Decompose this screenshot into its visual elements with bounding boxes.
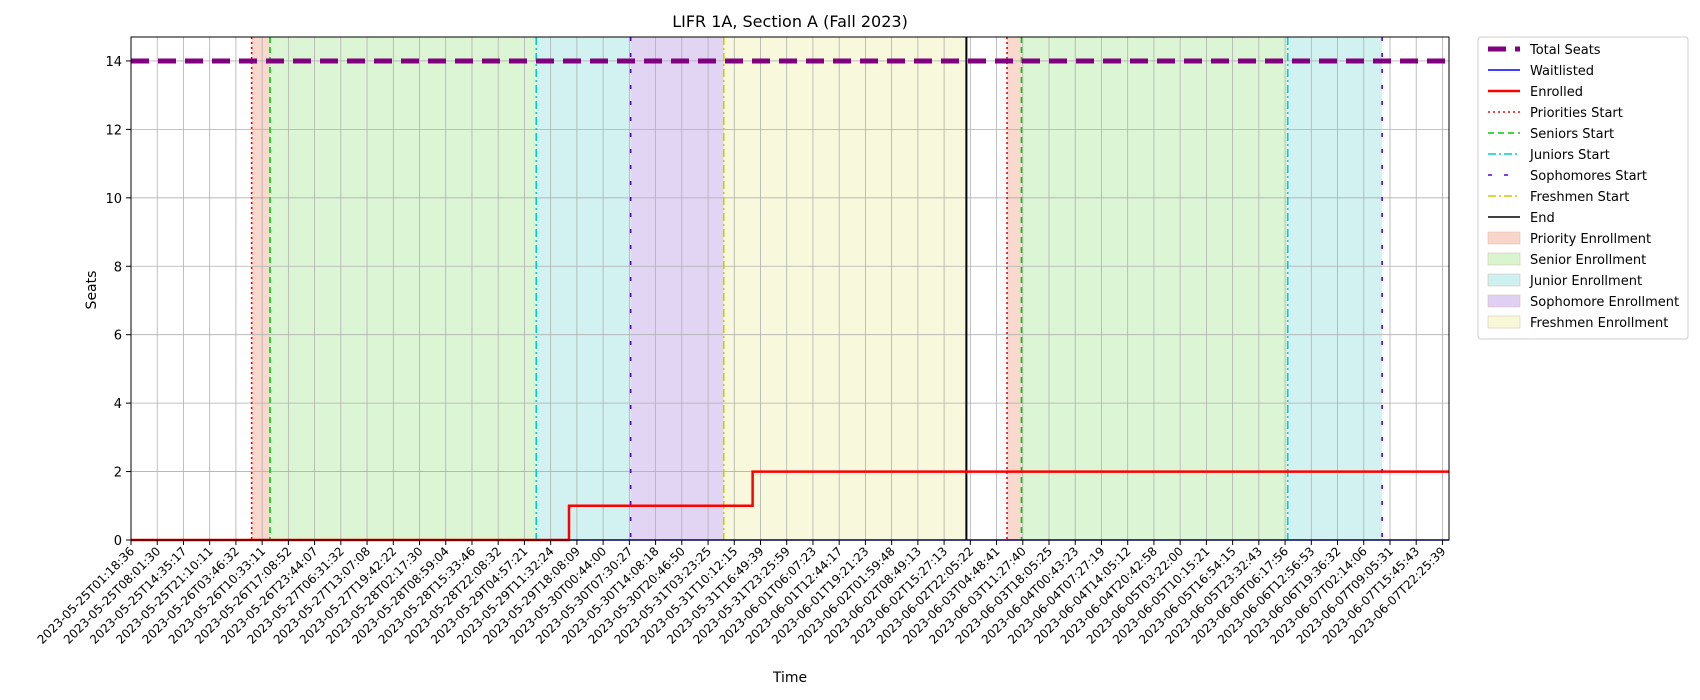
region-3: [630, 37, 724, 540]
region-4: [723, 37, 967, 540]
region-0: [251, 37, 271, 540]
legend-swatch: [1487, 252, 1521, 266]
legend-label: Priorities Start: [1530, 106, 1623, 121]
legend-label: Enrolled: [1530, 85, 1583, 100]
y-tick-label: 14: [105, 55, 122, 70]
legend-swatch: [1487, 273, 1521, 287]
y-tick-label: 8: [114, 260, 122, 275]
y-tick-label: 2: [114, 466, 122, 481]
legend-label: Sophomores Start: [1530, 169, 1647, 184]
region-5: [1007, 37, 1022, 540]
legend: Total Seats Waitlisted Enrolled Priorities …: [1477, 36, 1689, 340]
legend-box: [1477, 36, 1689, 340]
region-1: [270, 37, 537, 540]
legend-label: Freshmen Enrollment: [1530, 316, 1668, 331]
y-tick-label: 4: [114, 397, 122, 412]
legend-label: Priority Enrollment: [1530, 232, 1651, 247]
legend-swatch: [1487, 315, 1521, 329]
legend-label: End: [1530, 211, 1555, 226]
y-tick-label: 6: [114, 329, 122, 344]
axes-frame: [130, 36, 1450, 541]
legend-label: Juniors Start: [1529, 148, 1610, 163]
legend-swatch: [1487, 231, 1521, 245]
plot-area: 024681012142023-05-25T01:18:362023-05-25…: [35, 36, 1450, 647]
legend-swatch: [1487, 294, 1521, 308]
legend-label: Senior Enrollment: [1530, 253, 1646, 268]
legend-label: Junior Enrollment: [1529, 274, 1642, 289]
legend-label: Sophomore Enrollment: [1530, 295, 1679, 310]
legend-label: Waitlisted: [1530, 64, 1594, 79]
chart-title: LIFR 1A, Section A (Fall 2023): [672, 12, 908, 31]
x-axis-label: Time: [772, 670, 807, 686]
legend-label: Freshmen Start: [1530, 190, 1629, 205]
legend-label: Seniors Start: [1530, 127, 1614, 142]
y-axis-label: Seats: [84, 271, 100, 310]
y-tick-label: 10: [105, 192, 122, 207]
y-tick-label: 12: [105, 123, 122, 138]
legend-label: Total Seats: [1529, 43, 1601, 58]
region-2: [536, 37, 631, 540]
y-tick-label: 0: [114, 534, 122, 549]
region-6: [1021, 37, 1288, 540]
region-7: [1287, 37, 1383, 540]
